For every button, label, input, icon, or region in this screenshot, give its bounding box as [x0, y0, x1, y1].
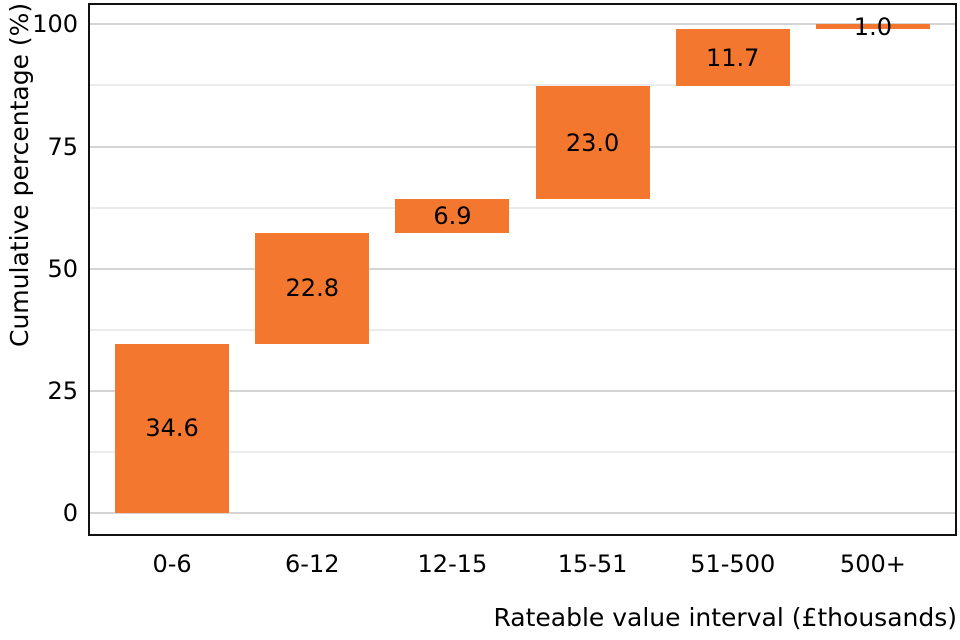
bar-value-label: 6.9	[433, 201, 472, 230]
bar: 6.9	[395, 198, 510, 233]
bar-value-label: 22.8	[285, 274, 339, 303]
x-axis-title: Rateable value interval (£thousands)	[493, 603, 957, 632]
gridline-minor	[90, 328, 955, 331]
x-tick-label: 6-12	[285, 550, 340, 578]
bar: 1.0	[815, 15, 930, 39]
y-tick-label: 50	[47, 254, 78, 283]
y-tick-label: 25	[47, 376, 78, 405]
bar: 23.0	[535, 86, 650, 199]
x-tick-label: 12-15	[417, 550, 488, 578]
bar-value-label: 23.0	[565, 128, 620, 157]
bar: 22.8	[255, 232, 370, 344]
gridline-major	[90, 145, 955, 148]
bar-value-label: 11.7	[706, 43, 760, 72]
bar: 11.7	[675, 29, 790, 87]
bar: 34.6	[115, 343, 230, 513]
bar-value-label: 1.0	[853, 12, 892, 41]
y-tick-label: 100	[32, 10, 78, 39]
x-tick-label: 51-500	[690, 550, 776, 578]
x-tick-label: 15-51	[557, 550, 628, 578]
gridline-major	[90, 389, 955, 392]
gridline-minor	[90, 450, 955, 453]
gridline-minor	[90, 206, 955, 209]
x-tick-label: 0-6	[152, 550, 192, 578]
y-tick-label: 75	[47, 132, 78, 161]
gridline-major	[90, 512, 955, 514]
y-axis-title: Cumulative percentage (%)	[5, 2, 34, 347]
plot-area: 34.6 22.8 6.9 23.0 11.7 1.0	[88, 3, 957, 536]
bar-value-label: 34.6	[145, 414, 199, 443]
gridline-major	[90, 267, 955, 270]
x-tick-label: 500+	[839, 550, 906, 578]
gridline-major	[90, 23, 955, 26]
gridline-minor	[90, 84, 955, 87]
y-tick-label: 0	[62, 499, 78, 527]
